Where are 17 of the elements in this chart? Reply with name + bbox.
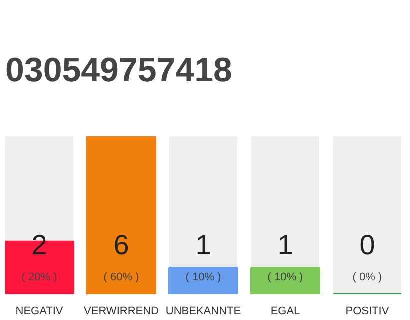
x-tick-label: VERWIRREND [84,306,160,318]
x-tick-label: EGAL [270,306,300,318]
data-label: ( 0% ) [352,272,382,284]
x-tick-label: UNBEKANNTE [166,306,242,318]
bar [250,267,321,294]
x-tick-label: NEGATIV [16,306,64,318]
annotation: 0 [360,230,376,260]
x-tick-label: POSITIV [346,306,390,318]
data-label: ( 20% ) [22,272,58,284]
bar [168,267,239,294]
annotation: 6 [114,230,130,260]
data-label: ( 10% ) [186,272,222,284]
data-label: ( 60% ) [104,272,140,284]
data-label: ( 10% ) [268,272,304,284]
annotation: 1 [196,230,212,260]
annotation: 1 [278,230,294,260]
chart-title: 030549757418 [6,52,232,90]
